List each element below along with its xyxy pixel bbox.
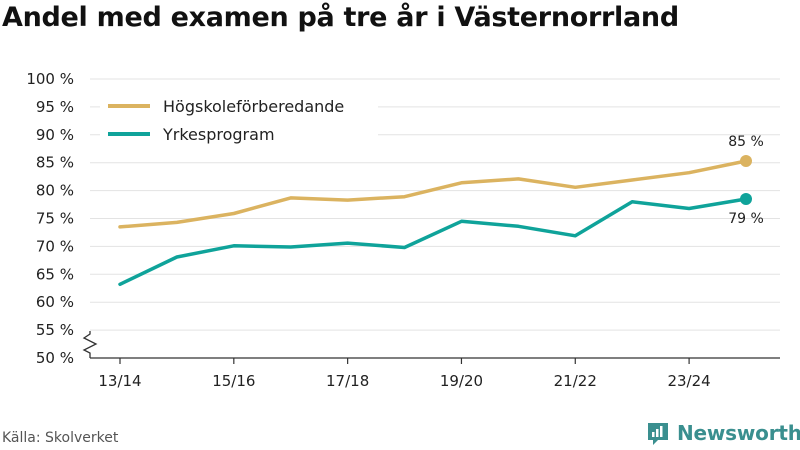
y-tick-label: 95 % [36,98,74,116]
newsworthy-logo: Newsworthy [645,420,800,446]
chart-title: Andel med examen på tre år i Västernorrl… [2,2,679,33]
x-tick-label: 19/20 [440,372,483,390]
x-tick-label: 13/14 [98,372,141,390]
legend: Högskoleförberedande Yrkesprogram [100,90,378,154]
x-tick-label: 15/16 [212,372,255,390]
series-lines [118,155,752,287]
source-text: Källa: Skolverket [2,430,119,446]
line-chart: 50 % 55 % 60 % 65 % 70 % 75 % 80 % 85 % 90 % 95 %… [26,70,780,390]
legend-label: Yrkesprogram [162,125,275,144]
end-labels: 85 % 79 % [728,134,764,227]
x-tick-label: 21/22 [554,372,597,390]
y-tick-label: 60 % [36,293,74,311]
y-tick-label: 80 % [36,182,74,200]
end-value-label: 79 % [728,211,764,227]
y-axis-ticks: 50 % 55 % 60 % 65 % 70 % 75 % 80 % 85 % 90 % 95 %… [26,70,74,367]
legend-background [100,90,378,154]
series-line-2 [118,197,748,287]
y-tick-label: 85 % [36,154,74,172]
y-tick-label: 100 % [26,70,74,88]
x-tick-label: 17/18 [326,372,369,390]
y-tick-label: 55 % [36,321,74,339]
y-tick-label: 75 % [36,210,74,228]
legend-label: Högskoleförberedande [163,97,344,116]
y-tick-label: 50 % [36,349,74,367]
x-axis: 13/14 15/16 17/18 19/20 21/22 23/24 [90,357,780,390]
y-tick-label: 70 % [36,237,74,255]
axis-break-icon [82,331,98,358]
series-end-point-2 [740,192,752,205]
x-tick-label: 23/24 [667,372,710,390]
y-tick-label: 90 % [36,126,74,144]
end-value-label: 85 % [728,134,764,150]
series-line-1 [118,159,748,229]
newsworthy-icon [648,423,668,445]
brand-name: Newsworthy [677,421,800,445]
y-tick-label: 65 % [36,265,74,283]
series-end-point-1 [740,155,752,168]
